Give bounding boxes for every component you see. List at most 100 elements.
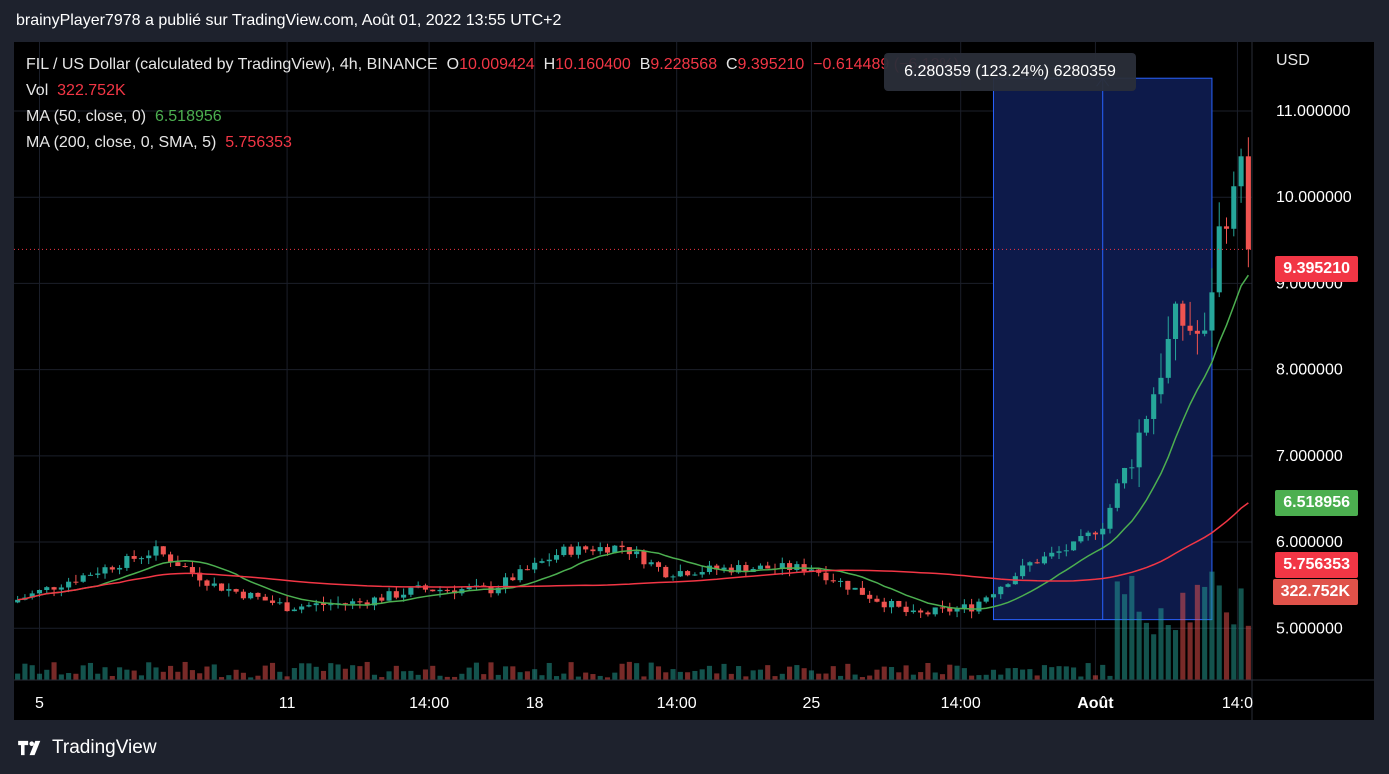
volume-bar xyxy=(124,669,130,680)
candle-body xyxy=(546,559,552,562)
volume-bar xyxy=(1122,594,1128,680)
volume-bar xyxy=(583,672,589,680)
volume-bar xyxy=(677,671,683,680)
candle-body xyxy=(641,551,647,565)
candle-body xyxy=(364,602,370,606)
candle-body xyxy=(1049,552,1055,557)
volume-bar xyxy=(859,677,865,680)
volume-bar xyxy=(714,673,720,680)
volume-bar xyxy=(553,676,560,680)
ma50-value: 6.518956 xyxy=(154,108,222,125)
volume-bar xyxy=(692,670,698,680)
candle-body xyxy=(313,603,319,606)
volume-bar xyxy=(648,662,654,680)
ma200-label[interactable]: MA (200, close, 0, SMA, 5) xyxy=(26,134,217,151)
volume-bar xyxy=(1216,585,1222,680)
volume-bar xyxy=(102,667,108,680)
candle-body xyxy=(787,563,793,570)
candle-body xyxy=(357,601,363,603)
time-tick-label: 11 xyxy=(279,695,296,712)
volume-label[interactable]: Vol xyxy=(26,82,49,99)
volume-bar xyxy=(364,661,370,680)
ma50-price-label: 6.518956 xyxy=(1275,490,1358,516)
candle-body xyxy=(1085,532,1091,537)
candle-body xyxy=(320,603,327,605)
volume-bar xyxy=(772,676,778,680)
volume-bar xyxy=(1005,668,1011,680)
volume-bar xyxy=(284,676,290,680)
volume-bar xyxy=(393,665,399,680)
currency-unit[interactable]: USD xyxy=(1276,52,1310,69)
volume-bar xyxy=(874,669,880,680)
volume-bar xyxy=(575,676,581,680)
volume-bar xyxy=(182,661,188,680)
candle-body xyxy=(1238,156,1244,187)
candle-body xyxy=(1165,339,1171,378)
volume-bar xyxy=(918,672,924,680)
candle-body xyxy=(918,610,924,613)
candle-body xyxy=(168,554,174,563)
price-chart[interactable]: 11.00000010.0000009.0000008.0000007.0000… xyxy=(14,42,1374,720)
candle-body xyxy=(539,561,545,563)
volume-bar xyxy=(248,677,254,680)
candle-body xyxy=(80,575,86,582)
candle-body xyxy=(677,571,683,577)
candle-body xyxy=(568,546,574,555)
candle-body xyxy=(575,546,581,555)
volume-bar xyxy=(22,663,28,680)
volume-bar xyxy=(1056,666,1062,680)
volume-bar xyxy=(619,663,625,680)
candle-body xyxy=(299,606,305,610)
candle-body xyxy=(1158,377,1164,395)
volume-bar xyxy=(655,666,662,680)
price-tick-label: 7.000000 xyxy=(1276,448,1343,465)
candle-body xyxy=(51,587,57,590)
volume-bar xyxy=(233,669,239,680)
volume-bar xyxy=(313,666,319,680)
volume-bar xyxy=(532,669,538,680)
candle-body xyxy=(138,558,144,560)
candle-body xyxy=(837,580,844,582)
volume-bar xyxy=(444,676,450,680)
candle-body xyxy=(845,580,851,590)
volume-bar xyxy=(422,669,429,680)
candle-body xyxy=(685,571,691,576)
candle-body xyxy=(1122,467,1128,484)
volume-bar xyxy=(204,666,210,680)
volume-bar xyxy=(95,673,101,680)
volume-bar xyxy=(721,663,727,680)
footer-brand[interactable]: TradingView xyxy=(16,737,157,759)
candles xyxy=(15,137,1251,619)
candle-body xyxy=(160,546,166,555)
candle-body xyxy=(823,572,829,581)
price-axis: 11.00000010.0000009.0000008.0000007.0000… xyxy=(1251,42,1352,720)
open-label: O xyxy=(446,56,460,73)
chart-panel[interactable]: 11.000000 10.000000 9.000000 8.000000 7.0000… xyxy=(14,42,1374,720)
volume-bar xyxy=(845,663,851,680)
volume-bar xyxy=(1129,575,1135,680)
volume-bar xyxy=(131,670,137,680)
candle-body xyxy=(1194,330,1200,334)
volume-bar xyxy=(1114,581,1120,680)
ma50-label[interactable]: MA (50, close, 0) xyxy=(26,108,147,125)
volume-bar xyxy=(969,675,975,680)
candle-body xyxy=(44,587,50,590)
candle-body xyxy=(1107,507,1113,529)
volume-bar xyxy=(1100,664,1106,680)
volume-bar xyxy=(1071,667,1077,680)
low-label: B xyxy=(639,56,651,73)
candle-body xyxy=(350,601,356,604)
candle-body xyxy=(736,565,742,573)
candle-body xyxy=(888,600,895,608)
symbol-title[interactable]: FIL / US Dollar (calculated by TradingVi… xyxy=(26,56,438,73)
time-tick-label: 14:00 xyxy=(657,695,697,712)
volume-bar xyxy=(1245,625,1251,680)
low-value: 9.228568 xyxy=(650,56,718,73)
volume-bar xyxy=(299,663,305,680)
volume-bar xyxy=(612,672,618,680)
candle-body xyxy=(437,589,443,592)
candle-body xyxy=(954,608,960,612)
candle-body xyxy=(852,587,858,590)
candle-body xyxy=(1020,565,1026,577)
volume-bar xyxy=(109,675,115,680)
